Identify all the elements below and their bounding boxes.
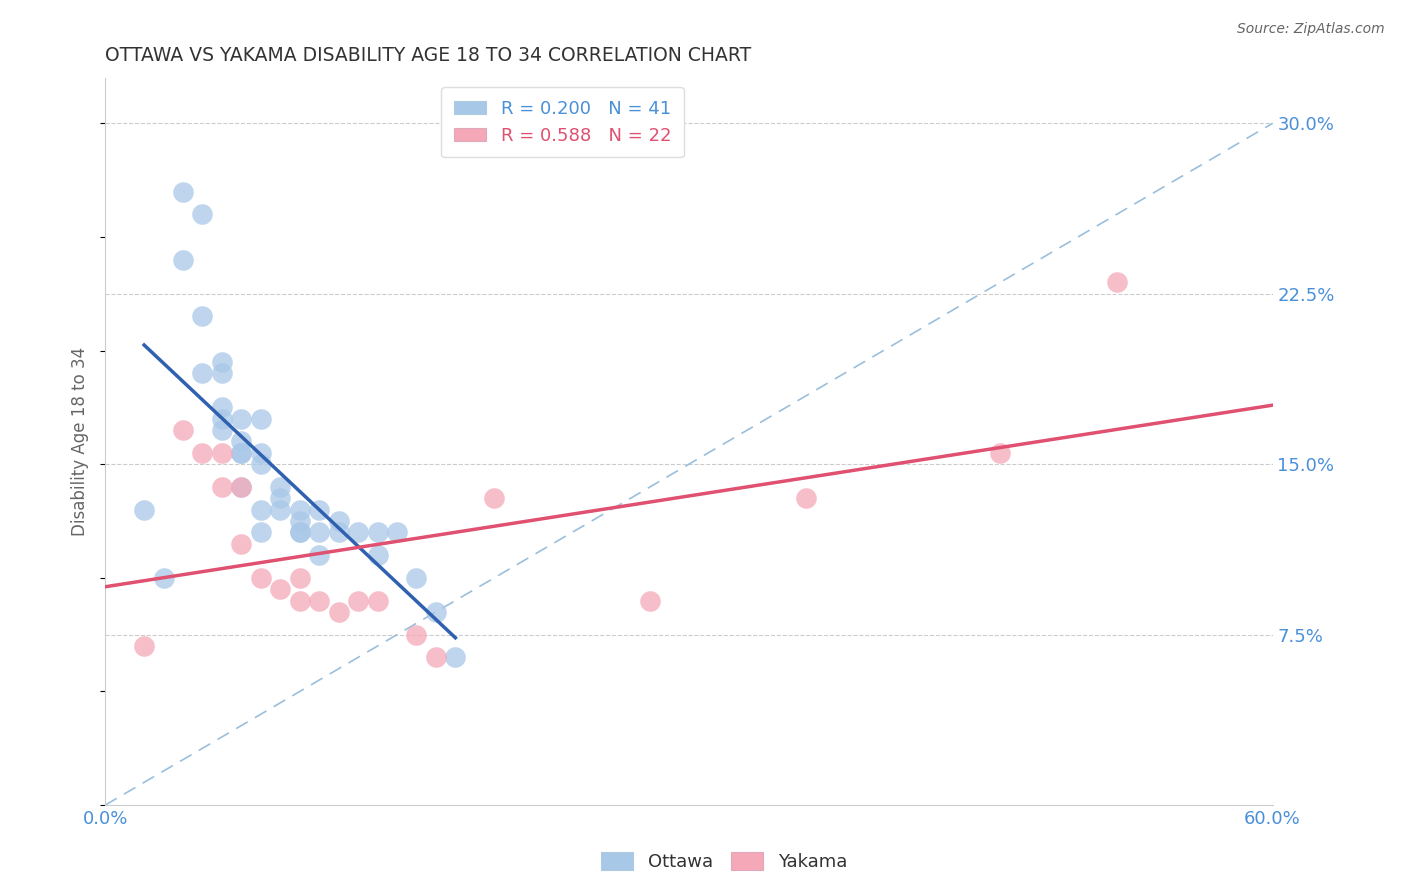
Point xyxy=(269,491,291,506)
Point xyxy=(1105,276,1128,290)
Point xyxy=(231,434,253,449)
Point xyxy=(638,593,661,607)
Point xyxy=(269,502,291,516)
Point xyxy=(328,525,350,540)
Point xyxy=(211,423,233,437)
Point xyxy=(250,502,273,516)
Point xyxy=(988,446,1011,460)
Legend: Ottawa, Yakama: Ottawa, Yakama xyxy=(593,845,855,879)
Point xyxy=(347,525,370,540)
Point xyxy=(191,446,214,460)
Point xyxy=(288,593,311,607)
Point xyxy=(250,457,273,471)
Point xyxy=(172,423,194,437)
Point xyxy=(405,571,427,585)
Point xyxy=(231,411,253,425)
Point xyxy=(444,650,467,665)
Point xyxy=(288,525,311,540)
Text: Source: ZipAtlas.com: Source: ZipAtlas.com xyxy=(1237,22,1385,37)
Point xyxy=(211,411,233,425)
Point xyxy=(385,525,408,540)
Point xyxy=(211,446,233,460)
Y-axis label: Disability Age 18 to 34: Disability Age 18 to 34 xyxy=(72,347,89,536)
Point xyxy=(288,571,311,585)
Point xyxy=(308,593,330,607)
Point xyxy=(211,355,233,369)
Point xyxy=(367,525,389,540)
Point xyxy=(308,502,330,516)
Point xyxy=(172,252,194,267)
Point xyxy=(250,571,273,585)
Point xyxy=(484,491,506,506)
Point xyxy=(405,627,427,641)
Point xyxy=(191,207,214,221)
Point xyxy=(231,446,253,460)
Point xyxy=(288,514,311,528)
Point xyxy=(308,525,330,540)
Point xyxy=(269,480,291,494)
Point xyxy=(211,367,233,381)
Point xyxy=(347,593,370,607)
Point xyxy=(152,571,174,585)
Point xyxy=(288,525,311,540)
Point xyxy=(250,411,273,425)
Point xyxy=(288,502,311,516)
Point xyxy=(231,537,253,551)
Point xyxy=(794,491,817,506)
Point xyxy=(425,605,447,619)
Point xyxy=(425,650,447,665)
Point xyxy=(134,639,156,653)
Point xyxy=(231,446,253,460)
Point xyxy=(231,480,253,494)
Text: OTTAWA VS YAKAMA DISABILITY AGE 18 TO 34 CORRELATION CHART: OTTAWA VS YAKAMA DISABILITY AGE 18 TO 34… xyxy=(105,46,751,65)
Point xyxy=(367,593,389,607)
Point xyxy=(250,446,273,460)
Point xyxy=(191,367,214,381)
Point xyxy=(250,525,273,540)
Legend: R = 0.200   N = 41, R = 0.588   N = 22: R = 0.200 N = 41, R = 0.588 N = 22 xyxy=(441,87,683,157)
Point xyxy=(231,480,253,494)
Point xyxy=(191,310,214,324)
Point xyxy=(269,582,291,597)
Point xyxy=(328,514,350,528)
Point xyxy=(367,548,389,562)
Point xyxy=(211,480,233,494)
Point xyxy=(328,605,350,619)
Point xyxy=(211,401,233,415)
Point xyxy=(134,502,156,516)
Point xyxy=(172,185,194,199)
Point xyxy=(308,548,330,562)
